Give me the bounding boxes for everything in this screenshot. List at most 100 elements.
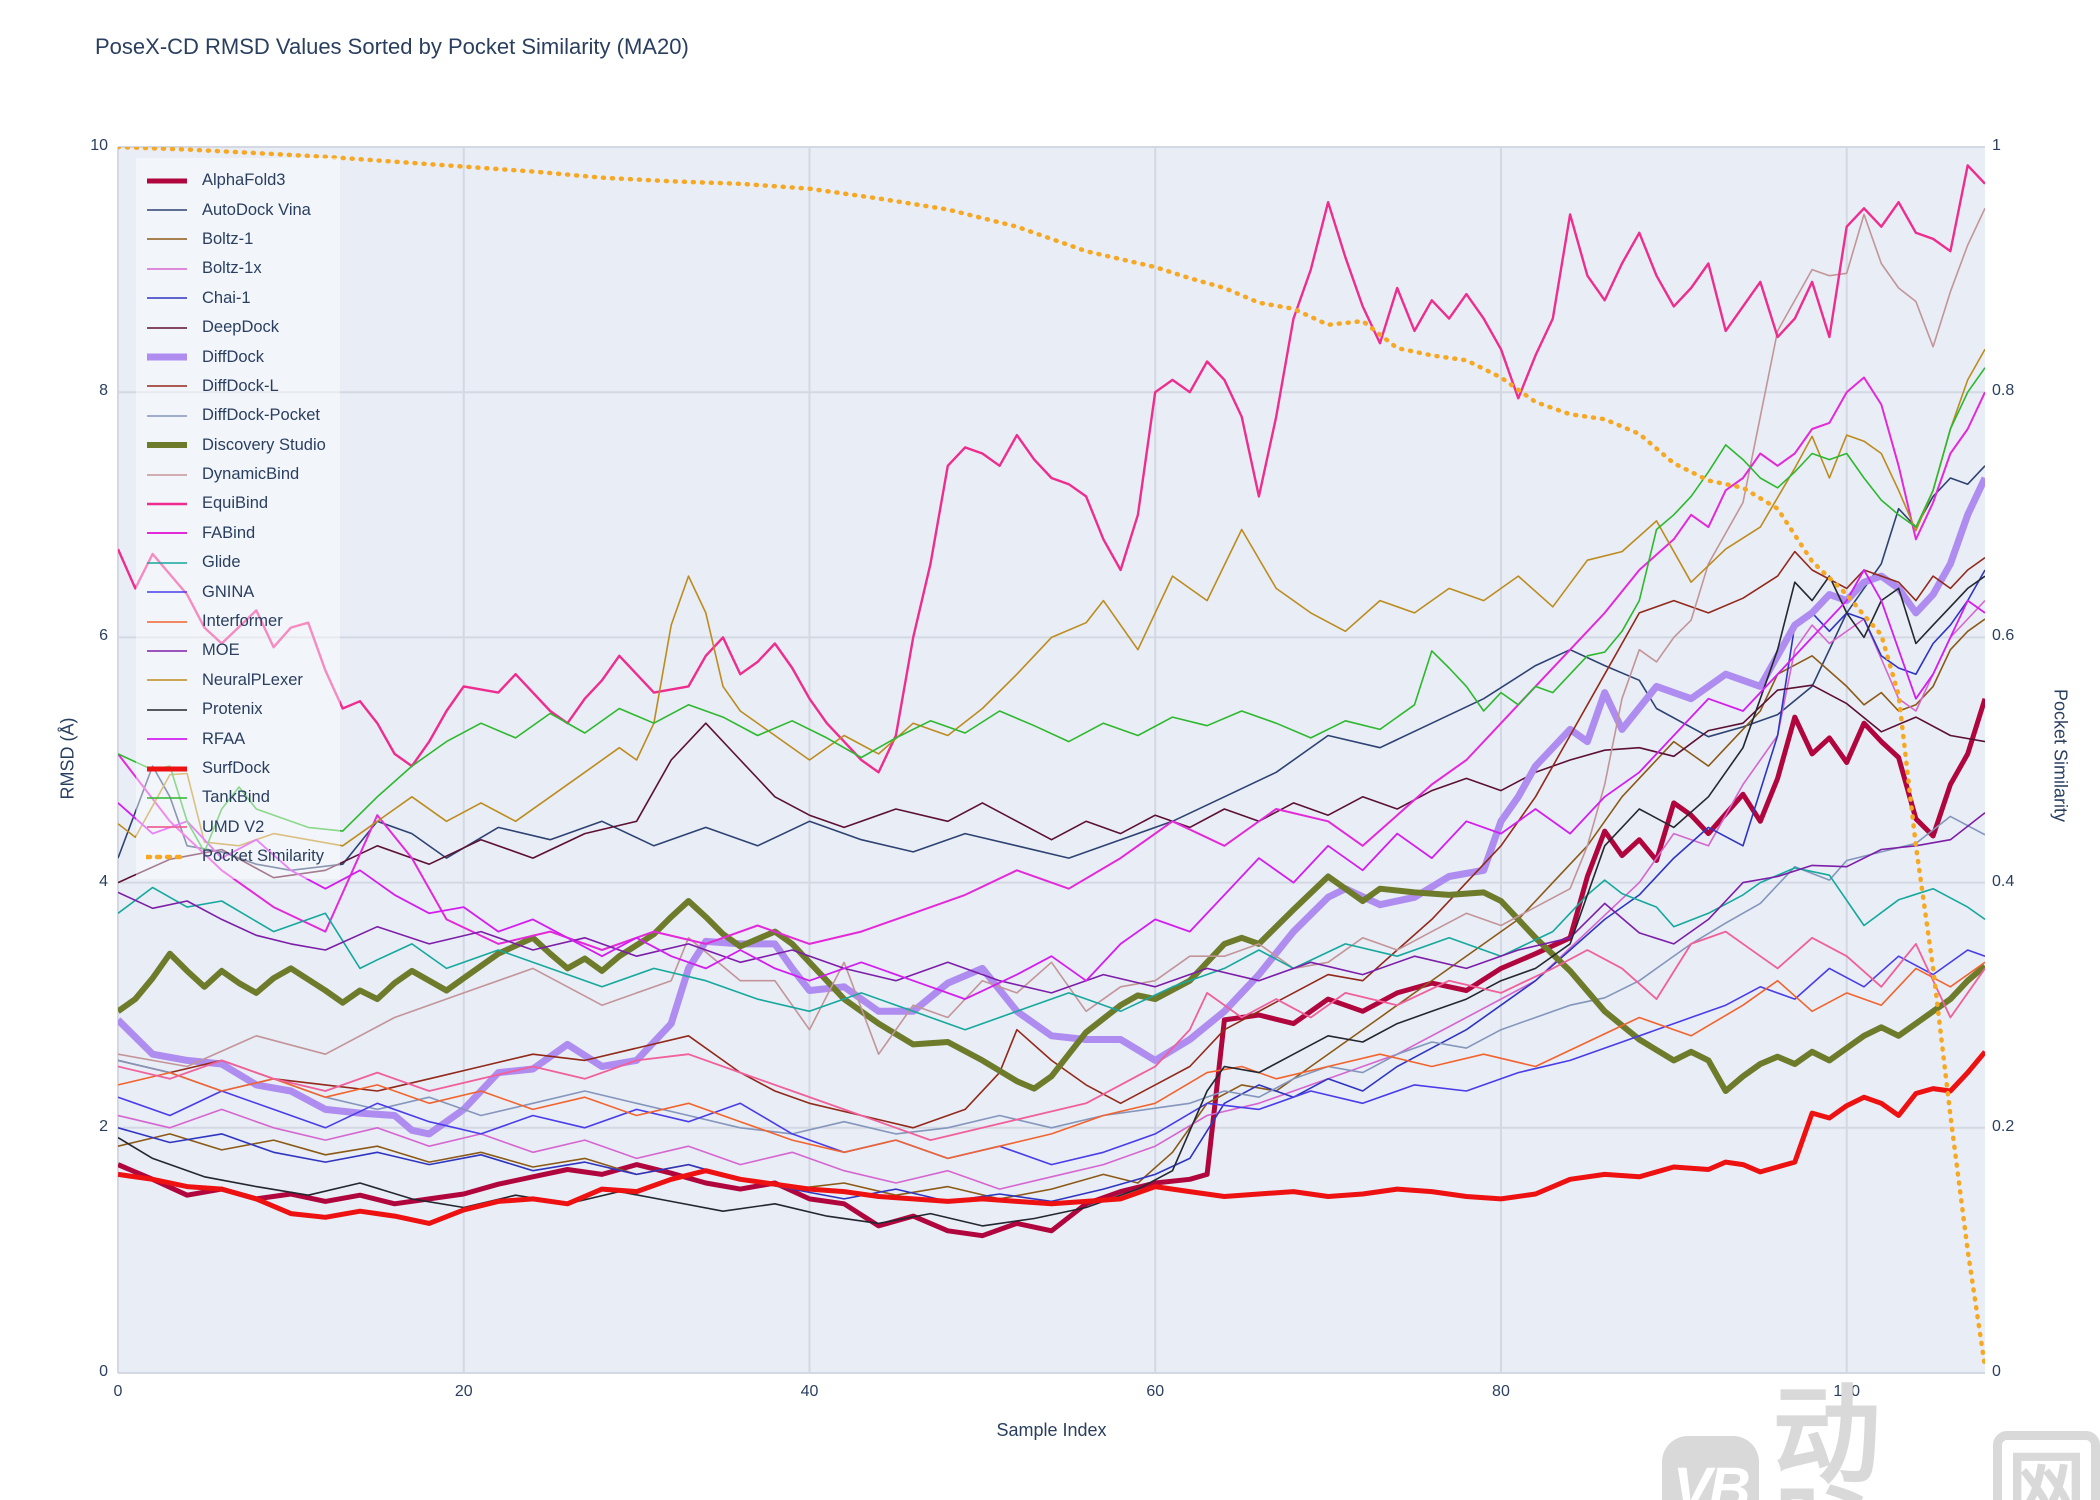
legend-label: FABind [202, 523, 256, 542]
legend-item-surfdock[interactable]: SurfDock [146, 754, 326, 783]
chart-title: PoseX-CD RMSD Values Sorted by Pocket Si… [95, 34, 689, 59]
y-tick-label: 4 [99, 872, 108, 890]
series-surfdock [118, 1050, 1985, 1226]
legend-line-swatch [147, 502, 187, 506]
legend-item-umd-v2[interactable]: UMD V2 [146, 813, 326, 842]
series-diffdock-l [118, 550, 1985, 1129]
series-gnina [118, 949, 1985, 1166]
series-tankbind [118, 367, 1985, 853]
y-tick-label: 2 [99, 1117, 108, 1135]
x-axis-title: Sample Index [996, 1420, 1107, 1440]
legend-line-swatch [147, 679, 187, 682]
legend-label: Glide [202, 553, 241, 572]
legend-item-moe[interactable]: MOE [146, 636, 326, 665]
watermark-vb-logo-icon: VB [1662, 1436, 1759, 1500]
legend-item-interformer[interactable]: Interformer [146, 607, 326, 636]
legend-label: AlphaFold3 [202, 171, 286, 190]
y-tick-label: 6 [99, 627, 108, 645]
series-pocket-similarity [118, 147, 1985, 1370]
legend-item-autodock-vina[interactable]: AutoDock Vina [146, 195, 326, 224]
legend-item-rfaa[interactable]: RFAA [146, 724, 326, 753]
legend-label: Boltz-1 [202, 229, 254, 248]
legend-item-boltz-1x[interactable]: Boltz-1x [146, 254, 326, 283]
series-boltz-1 [118, 618, 1985, 1200]
legend-label: DiffDock-Pocket [202, 406, 320, 425]
legend-label: RFAA [202, 729, 246, 748]
legend-label: MOE [202, 641, 240, 660]
legend-item-protenix[interactable]: Protenix [146, 695, 326, 724]
legend-line-swatch [147, 766, 187, 771]
y2-tick-label: 0.8 [1992, 382, 2015, 400]
legend-line-swatch [147, 650, 187, 652]
legend-line-swatch [147, 561, 187, 564]
x-tick-label: 40 [800, 1383, 819, 1400]
legend-item-glide[interactable]: Glide [146, 548, 326, 577]
legend-item-fabind[interactable]: FABind [146, 519, 326, 548]
watermark-text: 动脉 [1772, 1375, 1885, 1500]
legend-label: Boltz-1x [202, 259, 262, 278]
series-glide [118, 867, 1985, 1031]
x-tick-label: 0 [113, 1383, 123, 1400]
legend-label: AutoDock Vina [202, 200, 311, 219]
y2-axis-title: Pocket Similarity [2050, 688, 2071, 823]
x-tick-label: 20 [454, 1383, 473, 1400]
series-moe [118, 812, 1985, 994]
legend-line-swatch [147, 797, 187, 799]
legend-label: DiffDock [202, 347, 265, 366]
legend-item-dynamicbind[interactable]: DynamicBind [146, 460, 326, 489]
legend-item-equibind[interactable]: EquiBind [146, 489, 326, 518]
legend-line-swatch [147, 238, 187, 241]
legend-label: TankBind [202, 788, 270, 807]
legend-item-diffdock-pocket[interactable]: DiffDock-Pocket [146, 401, 326, 430]
y-axis-title: RMSD (Å) [57, 717, 78, 800]
legend-line-swatch [147, 385, 187, 388]
legend-label: DiffDock-L [202, 376, 279, 395]
series-equibind [118, 164, 1985, 774]
x-tick-label: 60 [1146, 1383, 1165, 1400]
legend-line-swatch [146, 854, 188, 859]
legend-label: Pocket Similarity [202, 847, 324, 866]
legend-item-pocket-similarity[interactable]: Pocket Similarity [146, 842, 326, 871]
legend-line-swatch [147, 620, 187, 623]
watermark-boxed-char: 网 [1992, 1431, 2100, 1500]
x-tick-label: 100 [1833, 1383, 1861, 1400]
series-neuralplexer [118, 348, 1985, 847]
legend-item-deepdock[interactable]: DeepDock [146, 313, 326, 342]
series-diffdock-pocket [118, 815, 1985, 1135]
x-tick-label: 80 [1492, 1383, 1510, 1400]
legend-line-swatch [147, 442, 187, 449]
y2-tick-label: 0 [1992, 1363, 2001, 1380]
y2-tick-label: 0.2 [1992, 1117, 2015, 1135]
legend-line-swatch [147, 268, 187, 270]
legend-item-discovery-studio[interactable]: Discovery Studio [146, 431, 326, 460]
legend-line-swatch [147, 591, 187, 593]
series-umd-v2 [118, 930, 1985, 1141]
legend-item-tankbind[interactable]: TankBind [146, 783, 326, 812]
series-interformer [118, 961, 1985, 1160]
chart-legend: AlphaFold3 AutoDock Vina Boltz-1 Boltz-1x Ch… [136, 158, 340, 880]
legend-line-swatch [147, 326, 187, 329]
legend-line-swatch [147, 708, 187, 711]
series-chai-1 [118, 569, 1985, 1203]
y2-tick-label: 0.6 [1992, 627, 2015, 645]
legend-label: Interformer [202, 612, 283, 631]
legend-label: SurfDock [202, 759, 270, 777]
legend-item-gnina[interactable]: GNINA [146, 577, 326, 606]
legend-item-neuralplexer[interactable]: NeuralPLexer [146, 666, 326, 695]
y2-tick-label: 0.4 [1992, 872, 2015, 890]
legend-item-chai-1[interactable]: Chai-1 [146, 284, 326, 313]
legend-item-boltz-1[interactable]: Boltz-1 [146, 225, 326, 254]
legend-line-swatch [147, 297, 187, 300]
legend-line-swatch [147, 178, 187, 184]
legend-item-diffdock[interactable]: DiffDock [146, 342, 326, 371]
series-deepdock [118, 684, 1985, 884]
legend-item-diffdock-l[interactable]: DiffDock-L [146, 372, 326, 401]
legend-item-alphafold3[interactable]: AlphaFold3 [146, 166, 326, 195]
legend-label: DeepDock [202, 318, 280, 337]
series-alphafold3 [118, 697, 1985, 1239]
legend-line-swatch [147, 738, 187, 741]
series-dynamicbind [118, 207, 1985, 1068]
legend-label: Protenix [202, 700, 263, 719]
